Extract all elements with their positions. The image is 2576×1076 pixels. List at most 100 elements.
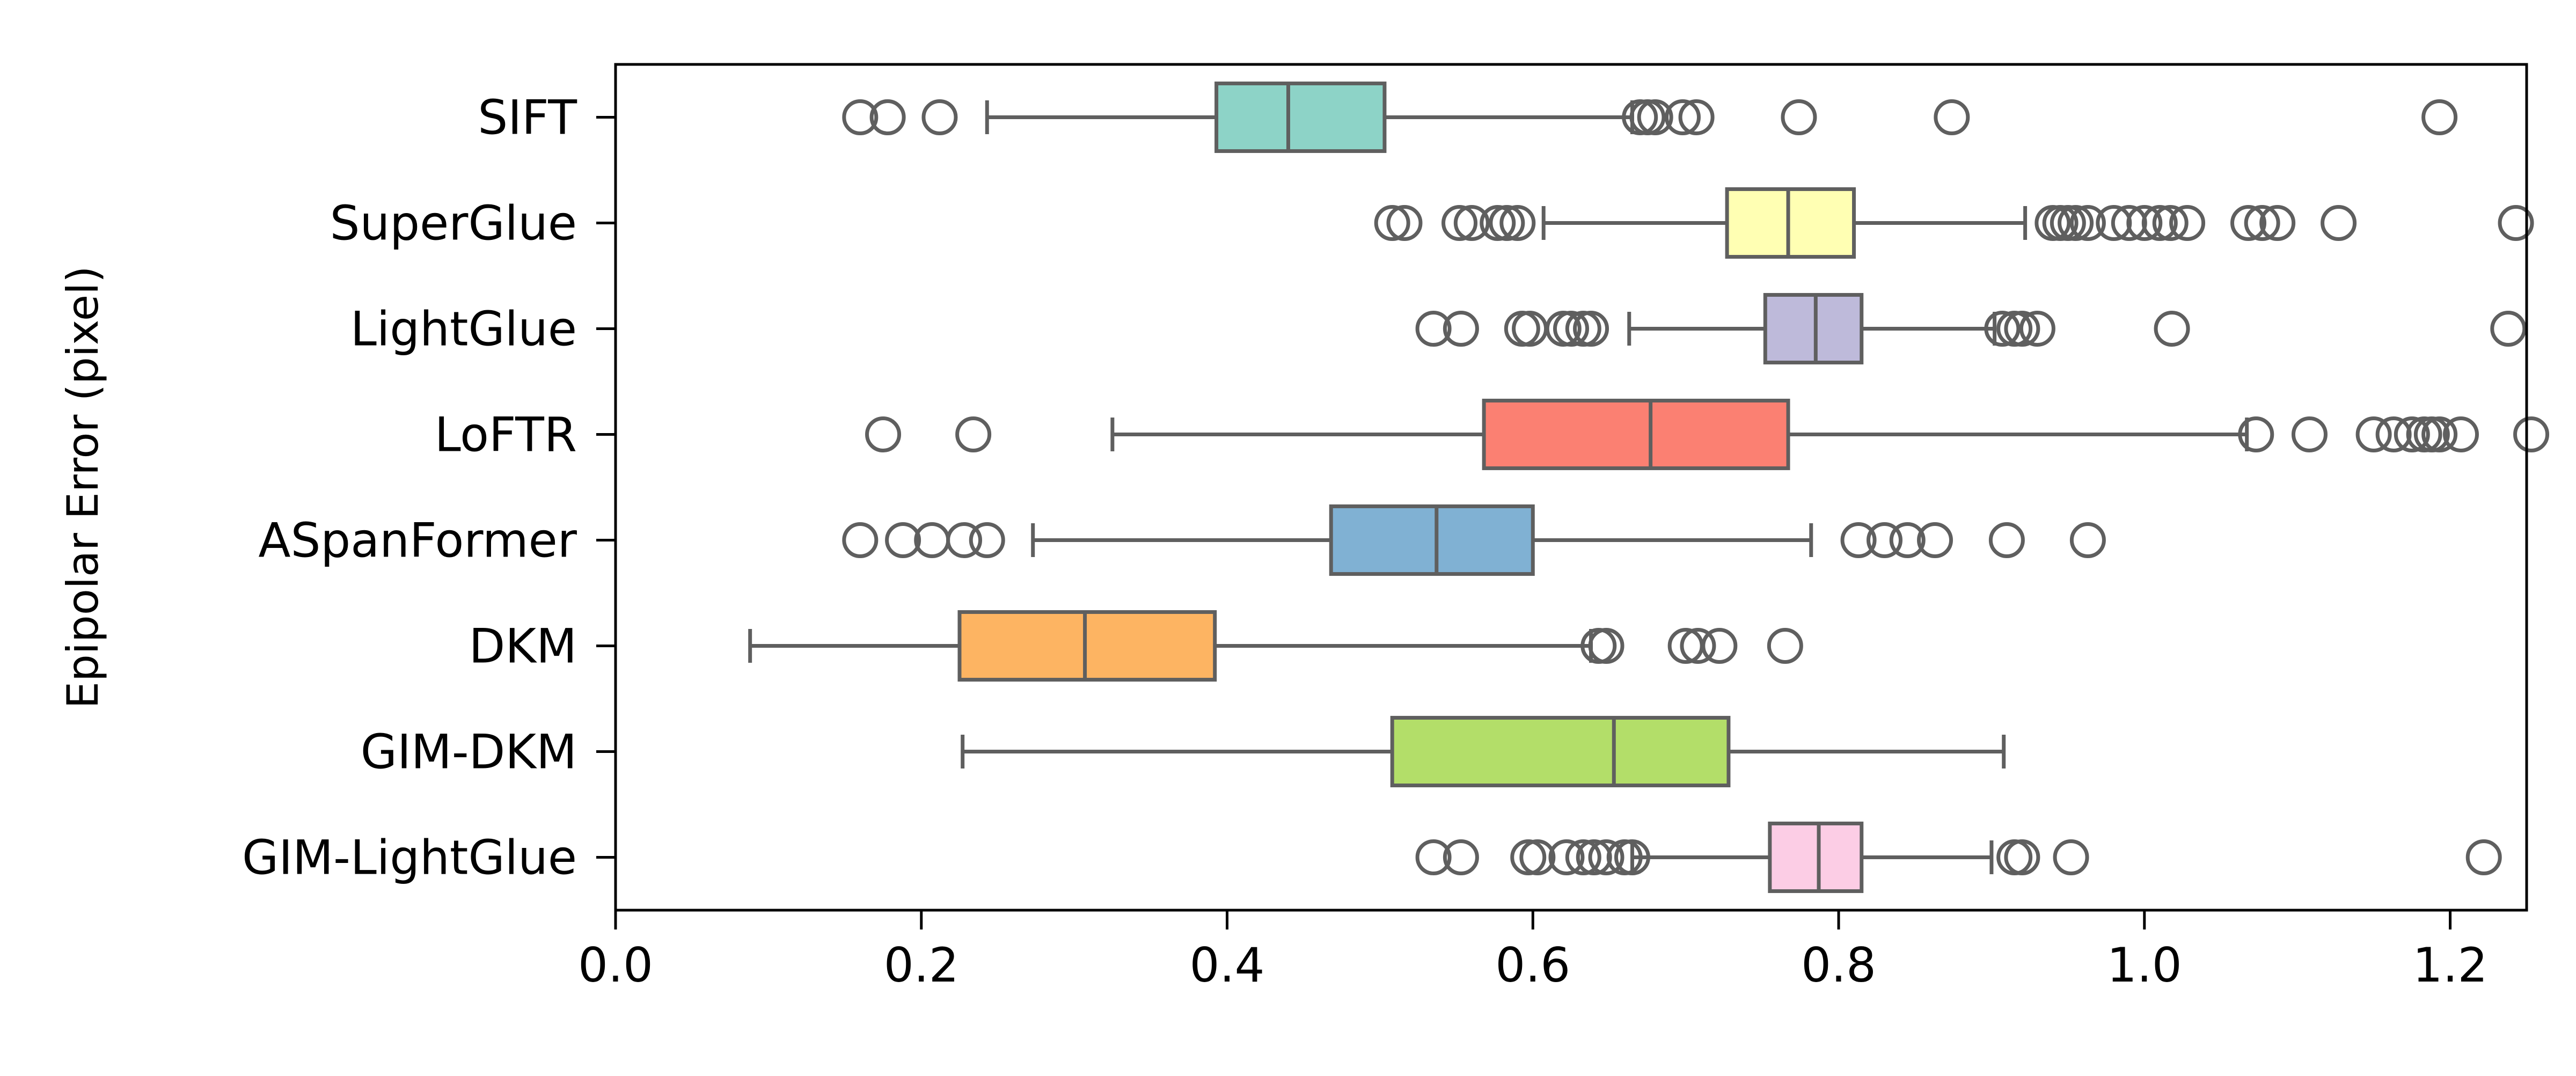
x-tick-label-3: 0.6	[1495, 938, 1570, 993]
outlier-aspanformer-0	[842, 522, 879, 558]
outlier-gim-lightglue-13	[2465, 839, 2502, 875]
outlier-loftr-6	[2394, 416, 2430, 452]
x-tick-label-6: 1.2	[2413, 938, 2488, 993]
outlier-gim-lightglue-5	[1565, 839, 1601, 875]
outlier-aspanformer-10	[2069, 522, 2106, 558]
outlier-superglue-15	[2141, 205, 2178, 241]
outlier-superglue-16	[2152, 205, 2189, 241]
outlier-gim-lightglue-1	[1443, 839, 1479, 875]
outlier-superglue-10	[2058, 205, 2094, 241]
outlier-gim-lightglue-9	[1614, 839, 1650, 875]
outlier-lightglue-7	[1573, 311, 1609, 347]
outlier-sift-6	[1664, 99, 1701, 135]
outlier-loftr-4	[2355, 416, 2392, 452]
box-lightglue	[1763, 292, 1864, 365]
outlier-aspanformer-7	[1889, 522, 1926, 558]
outlier-sift-10	[2421, 99, 2458, 135]
x-tick-label-1: 0.2	[884, 938, 959, 993]
outlier-aspanformer-5	[1840, 522, 1877, 558]
y-tick-label-sift: SIFT	[478, 90, 577, 145]
outlier-superglue-14	[2126, 205, 2163, 241]
y-axis-title: Epipolar Error (pixel)	[58, 266, 108, 708]
box-sift	[1214, 81, 1387, 153]
outlier-gim-lightglue-4	[1548, 839, 1585, 875]
box-loftr	[1482, 398, 1790, 471]
outlier-sift-4	[1629, 99, 1666, 135]
axes-frame	[614, 63, 2528, 912]
y-tick-label-gim-dkm: GIM-DKM	[361, 724, 577, 780]
outlier-aspanformer-3	[946, 522, 983, 558]
outlier-superglue-22	[2498, 205, 2534, 241]
outlier-gim-lightglue-10	[1996, 839, 2033, 875]
outlier-aspanformer-9	[1988, 522, 2025, 558]
box-dkm	[957, 610, 1217, 682]
outlier-sift-5	[1637, 99, 1673, 135]
outlier-aspanformer-4	[969, 522, 1005, 558]
y-tick-label-aspanformer: ASpanFormer	[258, 513, 577, 568]
outlier-loftr-0	[865, 416, 902, 452]
outlier-superglue-20	[2259, 205, 2296, 241]
outlier-superglue-19	[2244, 205, 2280, 241]
outlier-lightglue-3	[1512, 311, 1548, 347]
outlier-superglue-17	[2169, 205, 2206, 241]
outlier-superglue-18	[2230, 205, 2267, 241]
outlier-superglue-5	[1489, 205, 1525, 241]
outlier-aspanformer-6	[1867, 522, 1903, 558]
outlier-superglue-11	[2069, 205, 2106, 241]
outlier-lightglue-5	[1553, 311, 1589, 347]
outlier-loftr-1	[955, 416, 992, 452]
plot-area: SIFT SuperGlue LightGlue LoFTR ASpanFormer DK…	[242, 63, 2550, 993]
outlier-loftr-9	[2421, 416, 2458, 452]
outlier-lightglue-2	[1504, 311, 1540, 347]
y-tick-label-gim-lightglue: GIM-LightGlue	[242, 830, 577, 885]
outlier-lightglue-8	[1984, 311, 2021, 347]
outlier-superglue-0	[1374, 205, 1410, 241]
outlier-gim-lightglue-3	[1519, 839, 1556, 875]
outlier-superglue-21	[2321, 205, 2357, 241]
outlier-superglue-4	[1480, 205, 1516, 241]
outlier-aspanformer-1	[885, 522, 921, 558]
outlier-gim-lightglue-12	[2053, 839, 2089, 875]
outlier-sift-2	[921, 99, 958, 135]
outlier-sift-1	[869, 99, 906, 135]
outlier-superglue-1	[1386, 205, 1423, 241]
outlier-dkm-1	[1588, 628, 1624, 664]
box-gim-dkm	[1390, 715, 1731, 788]
x-tick-label-2: 0.4	[1190, 938, 1265, 993]
y-tick-label-superglue: SuperGlue	[330, 196, 577, 251]
x-tick-label-5: 1.0	[2107, 938, 2182, 993]
outlier-lightglue-10	[2004, 311, 2040, 347]
outlier-sift-9	[1934, 99, 1970, 135]
outlier-loftr-5	[2375, 416, 2412, 452]
y-tick-label-lightglue: LightGlue	[350, 302, 577, 357]
outlier-dkm-3	[1680, 628, 1716, 664]
outlier-gim-lightglue-11	[2004, 839, 2040, 875]
y-tick-label-dkm: DKM	[469, 619, 577, 674]
outlier-aspanformer-8	[1917, 522, 1953, 558]
outlier-gim-lightglue-2	[1510, 839, 1547, 875]
outlier-superglue-3	[1453, 205, 1490, 241]
box-aspanformer	[1329, 504, 1535, 576]
outlier-superglue-6	[1499, 205, 1536, 241]
x-tick-label-0: 0.0	[578, 938, 653, 993]
x-tick-label-4: 0.8	[1801, 938, 1876, 993]
outlier-lightglue-13	[2490, 311, 2527, 347]
outlier-dkm-4	[1701, 628, 1738, 664]
outlier-dkm-5	[1767, 628, 1803, 664]
outlier-lightglue-0	[1415, 311, 1452, 347]
outlier-lightglue-11	[2019, 311, 2055, 347]
outlier-sift-7	[1678, 99, 1715, 135]
y-tick-label-loftr: LoFTR	[435, 407, 577, 463]
outlier-loftr-3	[2291, 416, 2328, 452]
outlier-lightglue-1	[1443, 311, 1479, 347]
outlier-lightglue-12	[2154, 311, 2190, 347]
outlier-loftr-10	[2443, 416, 2479, 452]
outlier-gim-lightglue-0	[1415, 839, 1452, 875]
box-superglue	[1725, 187, 1856, 259]
outlier-sift-0	[842, 99, 879, 135]
outlier-loftr-11	[2513, 416, 2550, 452]
outlier-gim-lightglue-7	[1588, 839, 1624, 875]
outlier-sift-8	[1781, 99, 1817, 135]
